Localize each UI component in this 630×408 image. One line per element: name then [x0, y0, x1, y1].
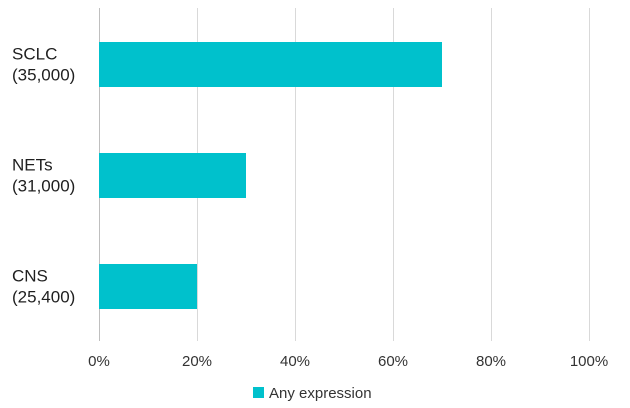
legend-label: Any expression	[269, 385, 372, 402]
category-label-line: (25,400)	[12, 288, 75, 307]
category-label-nets: NETs (31,000)	[12, 156, 75, 196]
legend-swatch	[253, 387, 264, 398]
x-tick-label-60: 60%	[378, 353, 408, 370]
x-tick-labels: 0% 20% 40% 60% 80% 100%	[88, 353, 608, 370]
category-label-line: NETs	[12, 156, 53, 175]
legend: Any expression	[253, 385, 372, 402]
x-tick-label-100: 100%	[570, 353, 608, 370]
category-label-line: SCLC	[12, 45, 57, 64]
x-tick-label-80: 80%	[476, 353, 506, 370]
x-tick-label-0: 0%	[88, 353, 110, 370]
bar-nets	[99, 153, 246, 198]
category-label-line: (35,000)	[12, 66, 75, 85]
x-tick-label-20: 20%	[182, 353, 212, 370]
bar-sclc	[99, 42, 442, 87]
category-label-cns: CNS (25,400)	[12, 267, 75, 307]
category-labels: SCLC (35,000) NETs (31,000) CNS (25,400)	[12, 45, 75, 307]
category-label-line: CNS	[12, 267, 48, 286]
category-label-line: (31,000)	[12, 177, 75, 196]
bar-cns	[99, 264, 197, 309]
x-tick-label-40: 40%	[280, 353, 310, 370]
category-label-sclc: SCLC (35,000)	[12, 45, 75, 85]
bars	[99, 42, 442, 309]
